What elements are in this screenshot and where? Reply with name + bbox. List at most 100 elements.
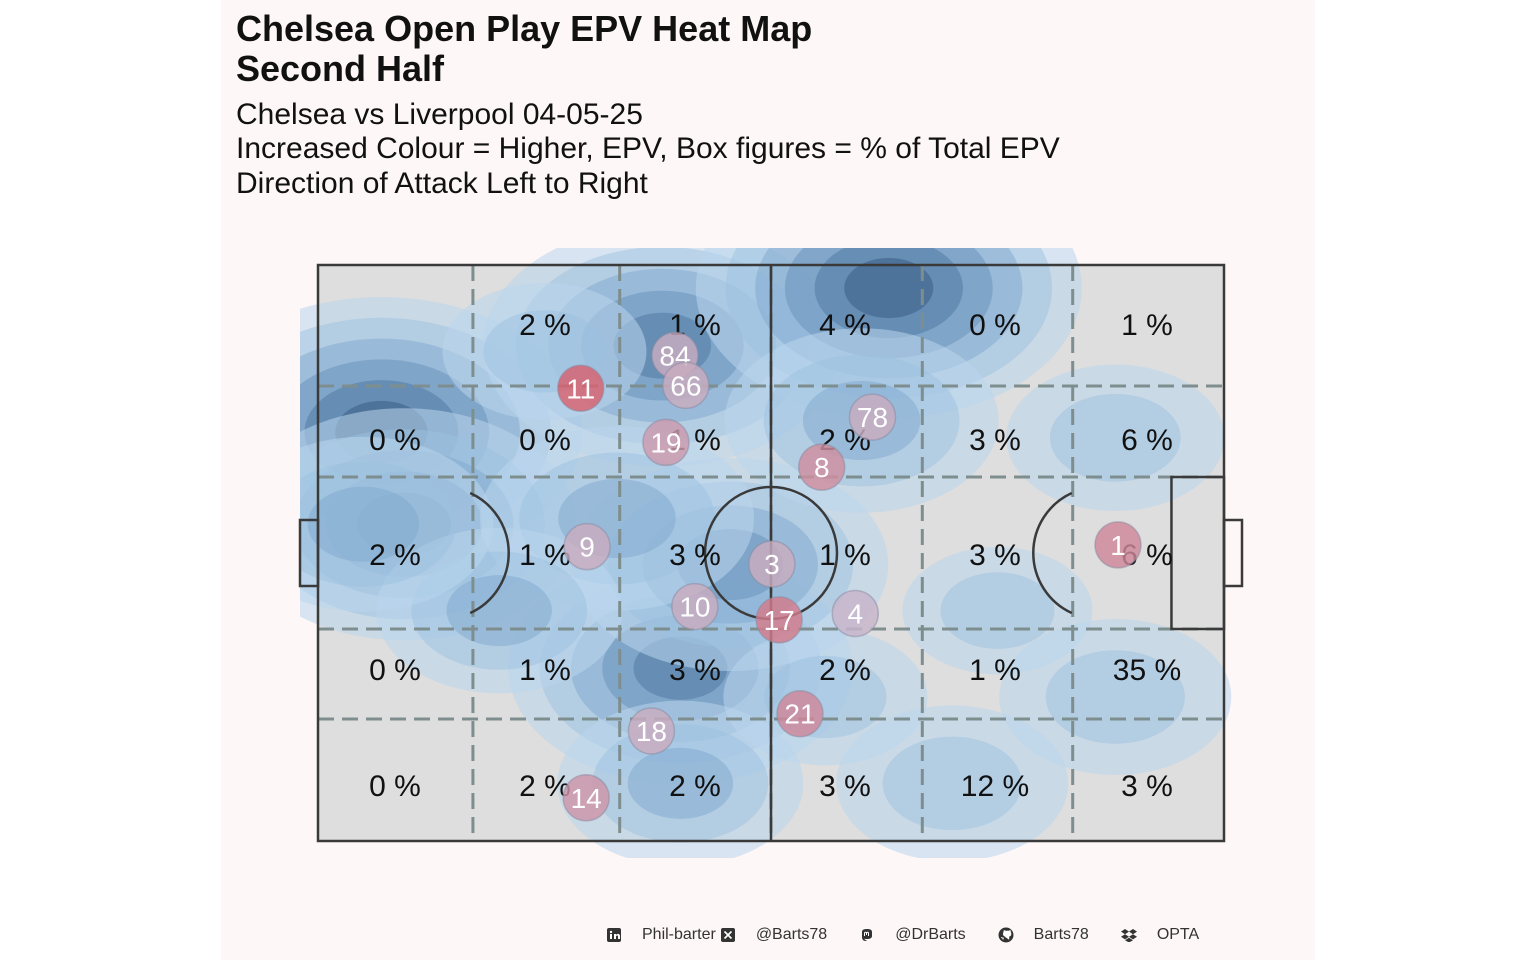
mastodon-icon[interactable] [859,927,875,943]
player-marker[interactable]: 9 [563,522,611,571]
chart-subtitle-direction: Direction of Attack Left to Right [236,167,648,200]
player-number: 17 [764,605,795,636]
zone-label: 3 % [969,424,1021,457]
player-number: 21 [784,699,815,730]
zone-label: 2 % [819,654,871,687]
zone-label: 1 % [519,539,571,572]
zone-label: 12 % [961,770,1029,803]
linkedin-handle[interactable]: Phil-barter [642,926,716,943]
player-number: 4 [847,598,863,629]
player-dot [627,707,676,755]
player-marker[interactable]: 14 [562,774,610,822]
zone-label: 1 % [519,654,571,687]
zone-grid [318,265,1224,841]
github-handle[interactable]: Barts78 [1033,926,1089,943]
density-level [627,747,734,819]
zone-labels: 2 % 1 % 4 % 0 % 1 % 0 % 0 % 1 % 2 % 3 % 6 % 2 % 1 % 3… [369,309,1181,803]
penalty-arc-right [1032,491,1073,615]
player-number: 14 [571,783,602,814]
player-marker[interactable]: 18 [627,707,676,755]
player-marker[interactable]: 4 [831,589,880,638]
player-dot [562,774,610,822]
player-number: 1 [1110,530,1126,561]
zone-label: 2 % [669,770,721,803]
zone-label: 3 % [969,539,1021,572]
zone-label: 3 % [819,770,871,803]
data-source: OPTA [1156,926,1200,943]
player-marker[interactable]: 11 [556,364,605,413]
zone-label: 1 % [1121,309,1173,342]
zone-label: 3 % [669,654,721,687]
player-marker[interactable]: 10 [671,582,719,631]
goal-left [298,518,320,588]
chart-title-period: Second Half [236,48,445,89]
density-level [844,257,934,319]
player-number: 10 [679,592,710,623]
penalty-arc-left [469,491,510,615]
zone-label: 0 % [369,424,421,457]
heat-density-layer [300,248,1232,858]
zone-label: 1 % [969,654,1021,687]
player-dot [556,364,605,413]
zone-label: 0 % [969,309,1021,342]
x-handle[interactable]: @Barts78 [755,926,828,943]
density-blob [300,436,494,612]
player-number: 78 [857,402,888,433]
player-dot [1094,521,1142,569]
density-level [882,736,1022,831]
player-number: 3 [764,549,780,580]
player-number: 66 [670,370,701,401]
density-level [1049,393,1181,482]
chart-subtitle-legend-note: Increased Colour = Higher, EPV, Box figu… [236,132,1060,165]
player-dot [776,689,824,738]
player-dot [848,393,897,441]
player-marker[interactable]: 1 [1094,521,1142,569]
x-twitter-icon[interactable] [720,927,736,943]
zone-label: 1 % [819,539,871,572]
player-number: 18 [636,716,667,747]
player-number: 9 [579,532,595,563]
player-marker[interactable]: 8 [797,443,846,491]
player-dot [755,596,803,644]
zone-label: 35 % [1113,654,1181,687]
player-marker[interactable]: 21 [776,689,824,738]
zone-label: 4 % [819,309,871,342]
player-dot [831,589,880,638]
pitch-markings [298,263,1244,843]
density-level [1045,650,1185,744]
player-marker[interactable]: 17 [755,596,803,644]
github-icon[interactable] [998,927,1014,943]
footer-credits: Phil-barter @Barts78 @DrBarts Barts78 OP… [600,922,1221,948]
player-dot [671,582,719,631]
linkedin-icon[interactable] [606,927,622,943]
player-dot [797,443,846,491]
goal-right [1222,518,1244,588]
density-level [940,572,1055,649]
chart-subtitle-match: Chelsea vs Liverpool 04-05-25 [236,98,643,131]
zone-label: 0 % [369,654,421,687]
player-number: 11 [566,373,595,404]
player-dot [563,522,611,571]
density-level [307,486,420,562]
zone-label: 2 % [369,539,421,572]
player-marker[interactable]: 19 [642,418,690,467]
zone-label: 6 % [1121,424,1173,457]
zone-label: 0 % [519,424,571,457]
chart-title: Chelsea Open Play EPV Heat Map [236,8,813,49]
player-marker[interactable]: 3 [748,540,796,588]
player-dot [642,418,690,467]
dropbox-icon[interactable] [1120,927,1137,943]
player-number: 19 [650,427,681,458]
player-number: 8 [814,452,830,483]
player-marker[interactable]: 78 [848,393,897,441]
player-dot [662,361,710,410]
density-blob [1006,364,1225,512]
zone-label: 3 % [669,539,721,572]
zone-label: 3 % [1121,770,1173,803]
player-marker[interactable]: 66 [662,361,710,410]
mastodon-handle[interactable]: @DrBarts [895,926,966,943]
zone-label: 2 % [519,309,571,342]
player-dot [748,540,796,588]
